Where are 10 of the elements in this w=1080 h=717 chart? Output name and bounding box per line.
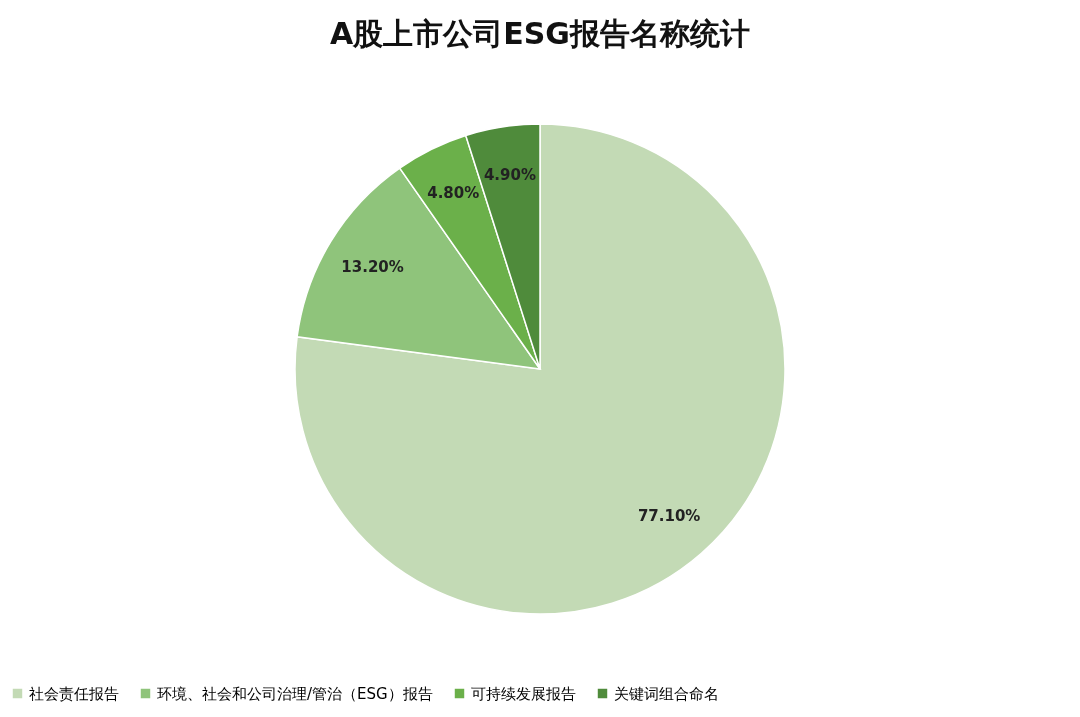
legend-label: 社会责任报告: [29, 684, 119, 703]
legend-label: 关键词组合命名: [614, 684, 719, 703]
data-label: 13.20%: [341, 258, 404, 277]
data-label: 4.90%: [483, 166, 536, 185]
legend-label: 环境、社会和公司治理/管治（ESG）报告: [157, 684, 433, 703]
data-label: 4.80%: [427, 184, 480, 203]
pie-slice: [294, 123, 786, 615]
data-label: 77.10%: [637, 507, 701, 526]
chart-title: A股上市公司ESG报告名称统计: [330, 16, 750, 51]
legend-label: 可持续发展报告: [471, 684, 576, 703]
